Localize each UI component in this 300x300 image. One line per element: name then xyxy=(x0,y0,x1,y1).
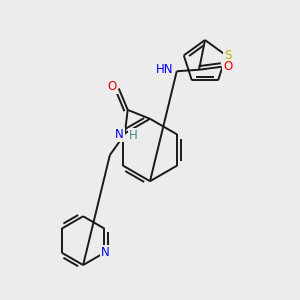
Text: S: S xyxy=(224,49,231,62)
Text: N: N xyxy=(115,128,124,141)
Text: O: O xyxy=(223,60,232,73)
Text: H: H xyxy=(129,129,138,142)
Text: O: O xyxy=(108,80,117,94)
Text: HN: HN xyxy=(156,63,173,76)
Text: N: N xyxy=(101,246,110,259)
